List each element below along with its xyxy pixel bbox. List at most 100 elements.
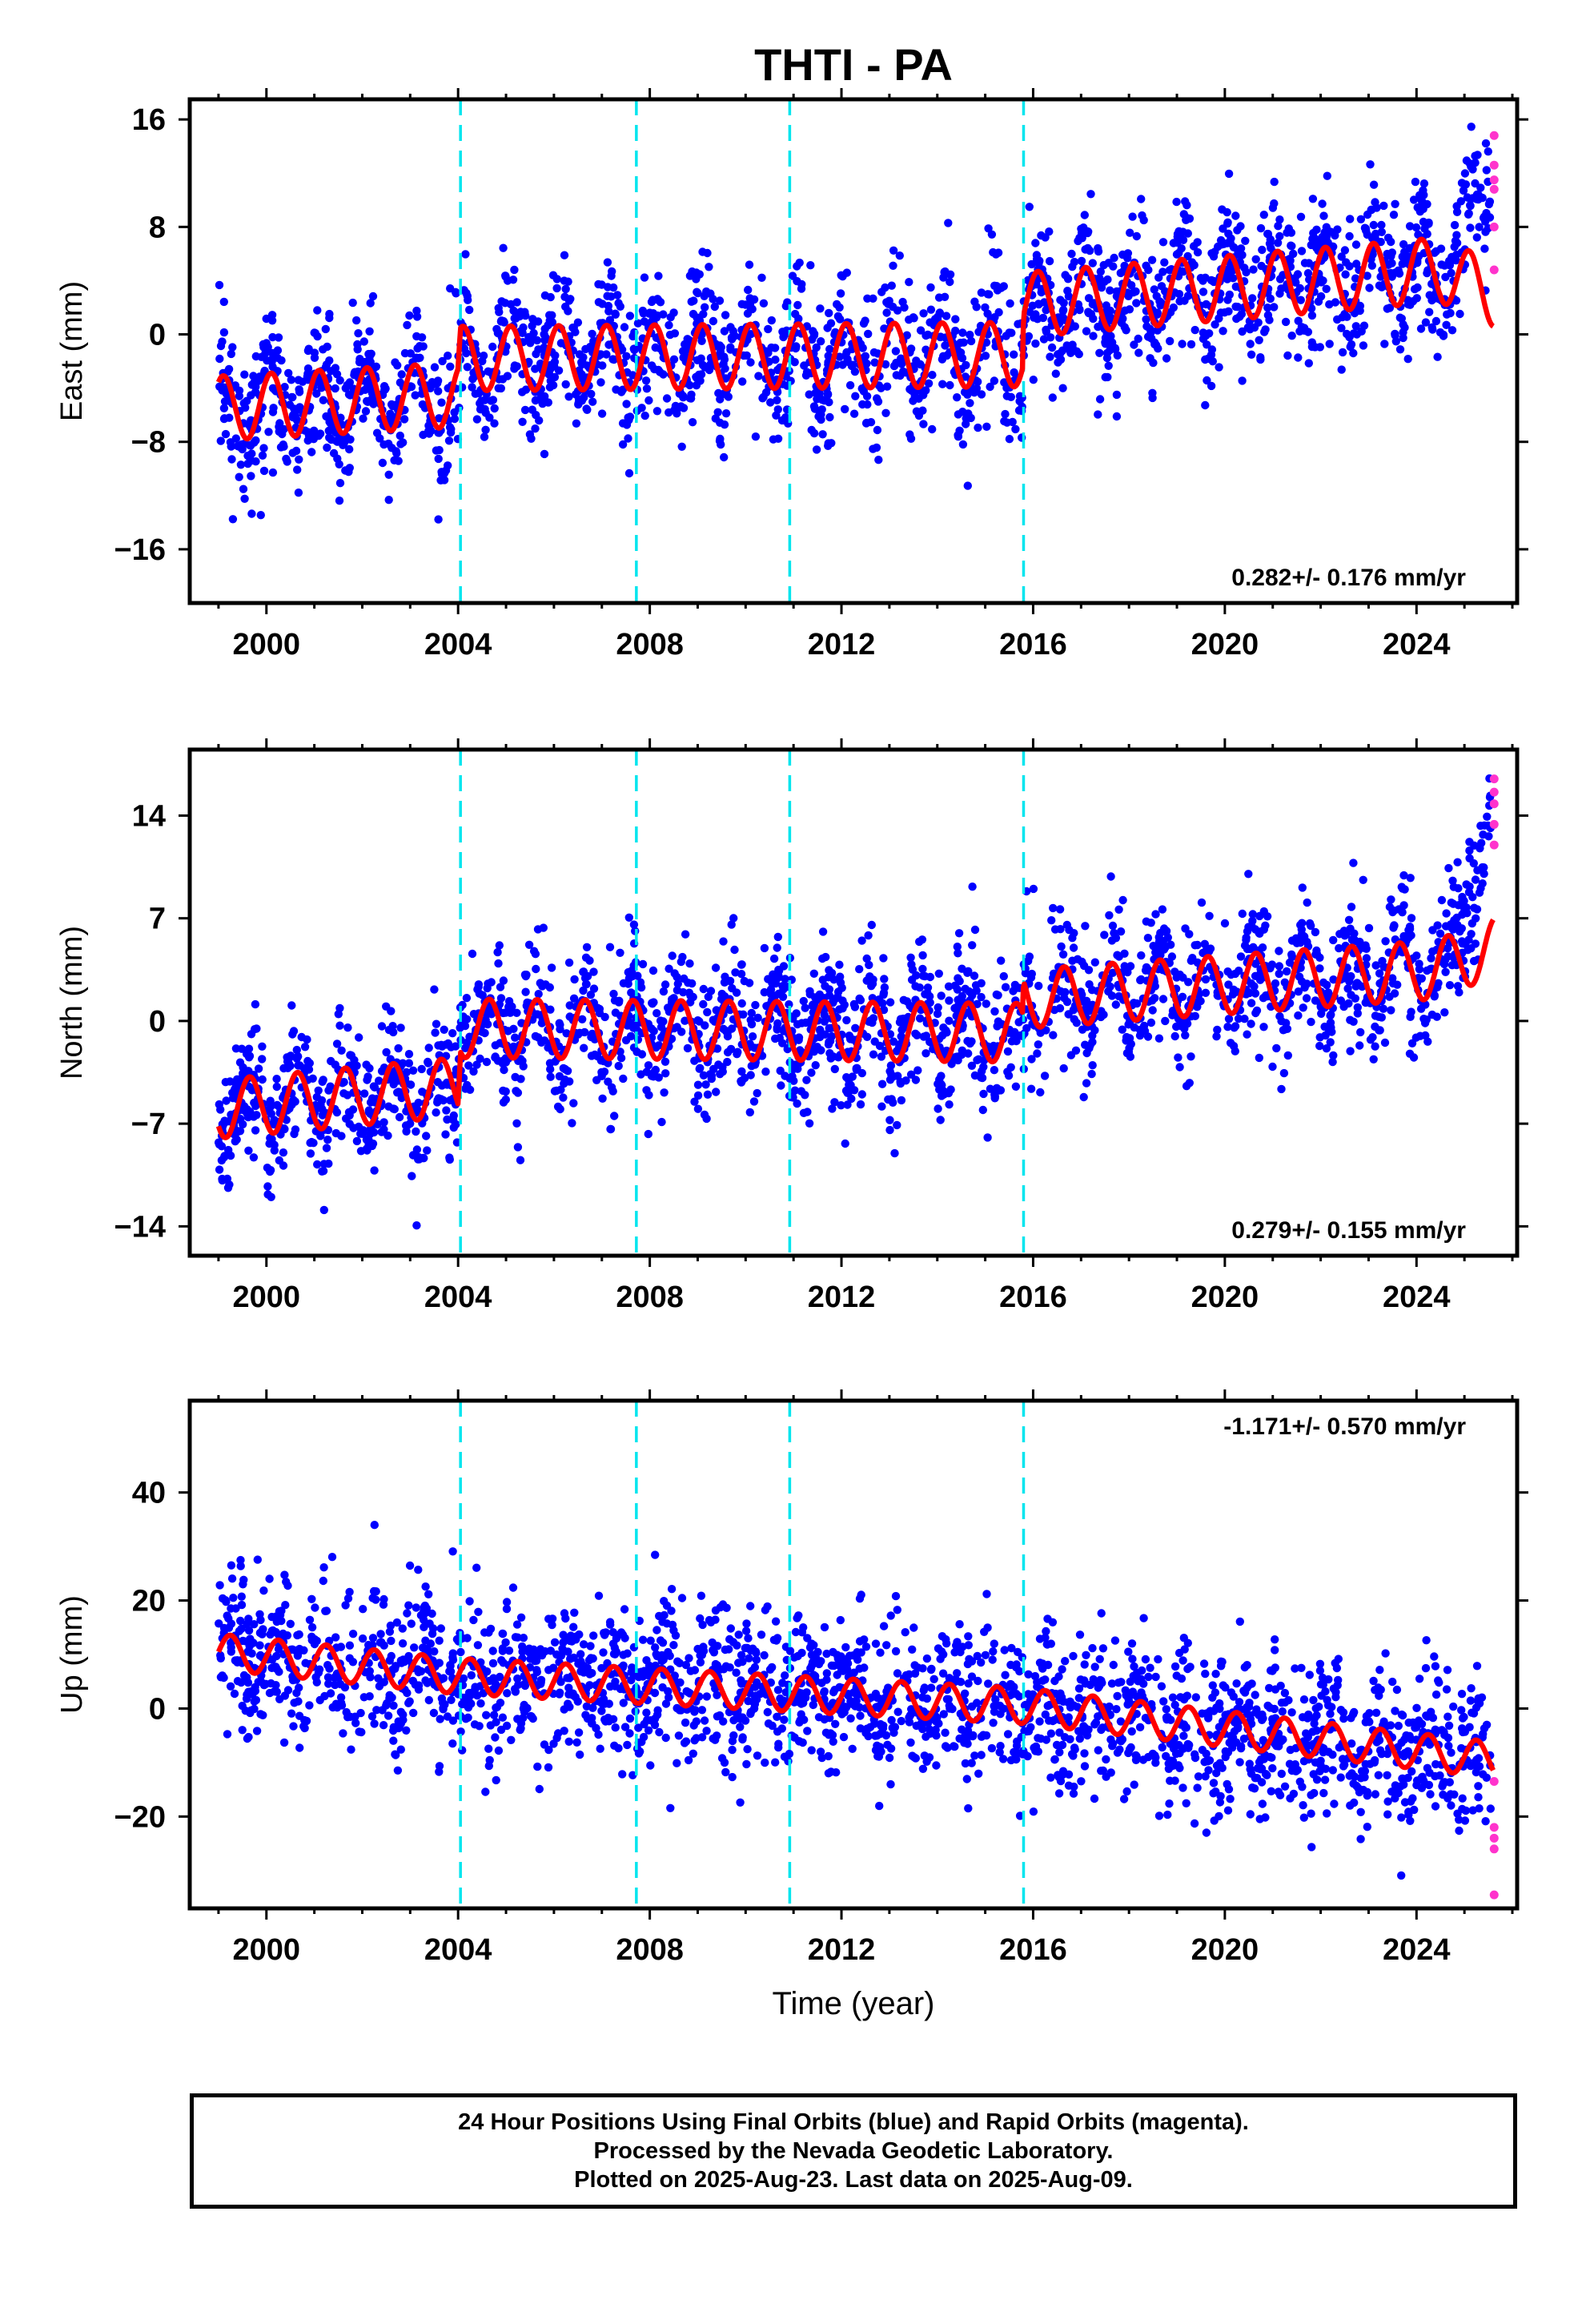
data-point <box>665 320 673 330</box>
data-point <box>496 317 506 326</box>
data-point <box>491 1053 500 1062</box>
data-point <box>1201 355 1210 364</box>
data-point <box>377 1022 387 1031</box>
data-point <box>1277 1084 1286 1094</box>
data-point <box>1238 909 1247 919</box>
data-point <box>928 371 937 380</box>
data-point <box>668 951 677 960</box>
data-point <box>1165 266 1174 275</box>
data-point <box>1307 311 1317 320</box>
rapid-point <box>1489 265 1499 275</box>
data-point <box>419 342 428 351</box>
data-point <box>1338 348 1347 357</box>
data-point <box>1440 1008 1449 1017</box>
data-point <box>1205 911 1214 921</box>
data-point <box>1302 994 1311 1003</box>
data-point <box>1359 341 1368 350</box>
data-point <box>1069 943 1078 952</box>
data-point <box>540 449 549 459</box>
data-point <box>404 1050 414 1059</box>
data-point <box>284 368 293 378</box>
data-point <box>394 1043 403 1053</box>
data-point <box>1381 937 1390 946</box>
data-point <box>945 996 954 1005</box>
y-tick-label: −7 <box>131 1108 166 1141</box>
data-point <box>596 350 605 359</box>
data-point <box>1340 246 1350 255</box>
data-point <box>1298 883 1307 892</box>
data-point <box>905 278 913 287</box>
data-point <box>940 292 950 301</box>
data-point <box>1000 416 1009 426</box>
x-tick-label: 2000 <box>232 1281 300 1314</box>
data-point <box>1025 952 1034 961</box>
data-point <box>826 1054 836 1063</box>
data-point <box>279 1738 289 1747</box>
data-point <box>272 1082 281 1092</box>
data-point <box>958 440 968 449</box>
data-point <box>930 315 940 324</box>
data-point <box>830 1098 839 1107</box>
data-point <box>382 1047 391 1057</box>
data-point <box>1046 333 1055 342</box>
data-point <box>908 965 917 974</box>
data-point <box>864 931 873 940</box>
data-point <box>329 448 339 458</box>
data-point <box>1259 1023 1268 1031</box>
data-point <box>1158 905 1167 914</box>
data-point <box>966 330 974 340</box>
data-point <box>251 457 260 466</box>
data-point <box>816 337 825 346</box>
data-point <box>337 1046 346 1055</box>
data-point <box>1197 898 1207 907</box>
data-point <box>605 943 615 951</box>
data-point <box>1405 924 1415 934</box>
data-point <box>1465 882 1474 891</box>
data-point <box>963 1008 973 1017</box>
data-point <box>1371 1011 1380 1020</box>
data-point <box>757 273 766 282</box>
y-tick-label: 8 <box>149 211 166 244</box>
data-point <box>1418 198 1427 207</box>
data-point <box>437 398 446 407</box>
data-point <box>1399 239 1408 249</box>
data-point <box>652 1009 661 1018</box>
data-point <box>659 310 668 319</box>
data-point <box>1183 229 1193 238</box>
y-tick-label: 16 <box>132 103 166 137</box>
data-point <box>970 971 979 980</box>
data-point <box>1153 308 1162 317</box>
data-point <box>626 1031 636 1041</box>
data-point <box>1447 268 1456 278</box>
data-point <box>1070 257 1079 267</box>
data-point <box>938 380 947 388</box>
data-point <box>1006 392 1016 401</box>
data-point <box>215 1165 224 1174</box>
data-point <box>279 1161 288 1170</box>
data-point <box>317 1096 327 1105</box>
data-point <box>461 250 470 259</box>
data-point <box>334 1010 343 1019</box>
data-point <box>1174 290 1184 299</box>
data-point <box>588 329 596 339</box>
data-point <box>323 342 331 352</box>
final-orbit-points <box>215 1521 1496 1880</box>
data-point <box>1190 260 1199 270</box>
data-point <box>608 355 617 364</box>
data-point <box>1449 899 1458 908</box>
data-point <box>1215 314 1223 323</box>
data-point <box>1312 225 1321 234</box>
data-point <box>319 1167 328 1176</box>
data-point <box>1082 1000 1091 1009</box>
data-point <box>892 371 901 380</box>
data-point <box>1185 1079 1195 1088</box>
data-point <box>751 1000 760 1010</box>
data-point <box>1080 211 1090 219</box>
data-point <box>1114 991 1123 1001</box>
data-point <box>369 1128 379 1137</box>
data-point <box>1322 223 1331 231</box>
data-point <box>1347 340 1356 349</box>
data-point <box>670 329 680 338</box>
data-point <box>1281 317 1291 327</box>
data-point <box>306 1138 315 1148</box>
